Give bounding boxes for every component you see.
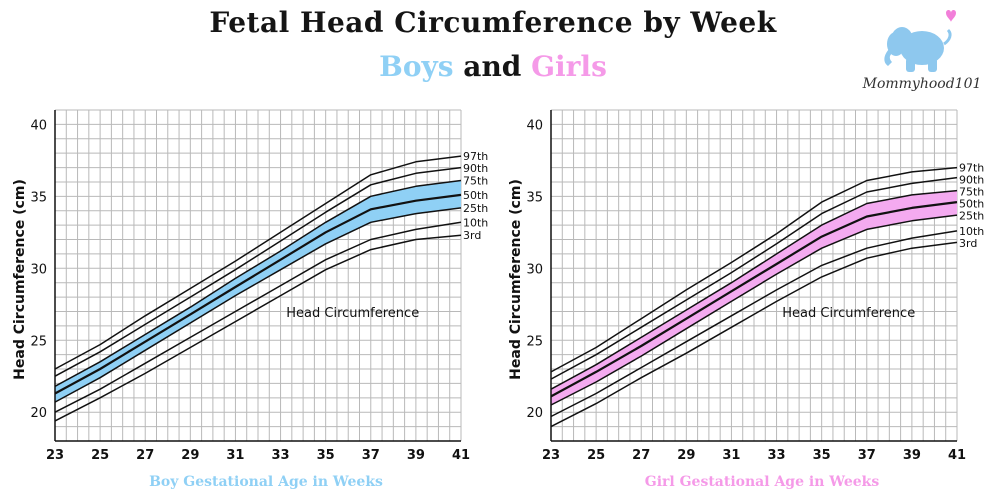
boys-chart-panel: 97th 90th 75th 50th 25th 10th 3rd 23 25 27 29 31 33 3… — [0, 100, 490, 500]
boys-series-75th — [54, 179, 462, 387]
girls-x-tick-label: 37 — [858, 448, 876, 463]
girls-series-50th — [550, 201, 958, 398]
girls-series-label-90th: 90th — [959, 174, 984, 187]
boys-series-25th — [54, 207, 462, 403]
girls-series-75th — [550, 189, 958, 390]
girls-annotation: Head Circumference — [782, 306, 915, 321]
heart-icon — [946, 10, 956, 22]
page-title: Fetal Head Circumference by Week — [209, 6, 777, 39]
page-subtitle: Boys and Girls — [0, 50, 986, 83]
girls-series-3rd — [550, 241, 958, 428]
boys-y-tick-label: 40 — [30, 118, 47, 133]
subtitle-boys: Boys — [379, 50, 454, 83]
girls-series-label-25th: 25th — [959, 210, 984, 223]
boys-x-tick-label: 41 — [452, 448, 470, 463]
subtitle-and: and — [463, 50, 522, 83]
boys-y-tick-label: 30 — [30, 262, 47, 277]
boys-series-label-90th: 90th — [463, 162, 488, 175]
girls-x-tick-label: 35 — [813, 448, 831, 463]
girls-y-tick-label: 35 — [526, 190, 543, 205]
girls-y-tick-label: 25 — [526, 334, 543, 349]
girls-y-axis-label: Head Circumference (cm) — [508, 179, 524, 380]
boys-x-tick-label: 31 — [226, 448, 244, 463]
girls-x-axis-label: Girl Gestational Age in Weeks — [645, 474, 880, 490]
girls-series-10th — [550, 230, 958, 418]
logo-text: Mommyhood101 — [862, 76, 982, 92]
girls-x-tick-label: 29 — [677, 448, 695, 463]
boys-series-label-10th: 10th — [463, 216, 488, 229]
boys-series-label-3rd: 3rd — [463, 229, 481, 242]
girls-x-tick-label: 25 — [587, 448, 605, 463]
girls-x-tick-label: 41 — [948, 448, 966, 463]
girls-series-label-3rd: 3rd — [959, 237, 977, 250]
girls-x-tick-label: 27 — [632, 448, 650, 463]
girls-series-97th — [550, 166, 958, 373]
girls-series-label-75th: 75th — [959, 186, 984, 199]
girls-x-tick-label: 31 — [722, 448, 740, 463]
boys-y-tick-label: 20 — [30, 406, 47, 421]
boys-series-label-75th: 75th — [463, 175, 488, 188]
girls-series-90th — [550, 176, 958, 380]
boys-series-50th — [54, 193, 462, 395]
girls-series-label-10th: 10th — [959, 225, 984, 238]
boys-series-90th — [54, 166, 462, 377]
girls-y-tick-label: 40 — [526, 118, 543, 133]
girls-chart-panel: 97th 90th 75th 50th 25th 10th 3rd 23 25 27 29 31 33 3… — [496, 100, 986, 500]
girls-y-tick-label: 20 — [526, 406, 543, 421]
girls-x-tick-label: 33 — [768, 448, 786, 463]
elephant-icon — [884, 27, 952, 72]
girls-x-tick-label: 39 — [903, 448, 921, 463]
boys-x-axis-label: Boy Gestational Age in Weeks — [149, 474, 383, 490]
boys-x-tick-label: 25 — [91, 448, 109, 463]
girls-series-25th — [550, 214, 958, 406]
boys-annotation: Head Circumference — [286, 306, 419, 321]
boys-series-label-50th: 50th — [463, 189, 488, 202]
girls-series-label-97th: 97th — [959, 162, 984, 175]
boys-y-tick-label: 35 — [30, 190, 47, 205]
boys-series-10th — [54, 221, 462, 413]
girls-y-tick-label: 30 — [526, 262, 543, 277]
boys-x-tick-label: 29 — [181, 448, 199, 463]
boys-x-tick-label: 37 — [362, 448, 380, 463]
boys-y-axis-label: Head Circumference (cm) — [12, 179, 28, 380]
boys-x-tick-label: 33 — [272, 448, 290, 463]
girls-x-tick-label: 23 — [542, 448, 560, 463]
boys-x-tick-label: 27 — [136, 448, 154, 463]
boys-y-tick-label: 25 — [30, 334, 47, 349]
boys-series-3rd — [54, 234, 462, 422]
boys-x-tick-label: 39 — [407, 448, 425, 463]
boys-series-label-97th: 97th — [463, 150, 488, 163]
boys-x-tick-label: 35 — [317, 448, 335, 463]
boys-series-label-25th: 25th — [463, 202, 488, 215]
girls-series-label-50th: 50th — [959, 198, 984, 211]
subtitle-girls: Girls — [531, 50, 607, 83]
elephant-heart-icon — [884, 10, 956, 72]
boys-x-tick-label: 23 — [46, 448, 64, 463]
boys-series-97th — [54, 155, 462, 370]
